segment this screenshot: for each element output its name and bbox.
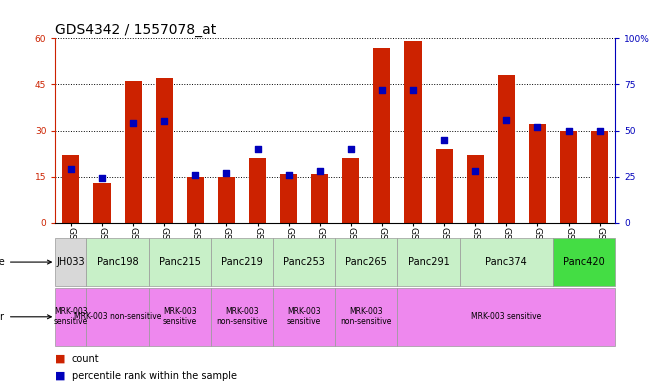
- Bar: [335, 238, 398, 286]
- Bar: [529, 124, 546, 223]
- Point: [377, 87, 387, 93]
- Bar: [156, 78, 173, 223]
- Text: Panc265: Panc265: [346, 257, 387, 267]
- Point: [594, 127, 605, 134]
- Text: Panc215: Panc215: [159, 257, 201, 267]
- Text: MRK-003
sensitive: MRK-003 sensitive: [287, 307, 322, 326]
- Text: MRK-003
sensitive: MRK-003 sensitive: [54, 307, 88, 326]
- Point: [470, 168, 480, 174]
- Text: Panc420: Panc420: [563, 257, 605, 267]
- Point: [221, 170, 232, 176]
- Point: [97, 175, 107, 182]
- Point: [501, 116, 512, 122]
- Bar: [273, 238, 335, 286]
- Text: JH033: JH033: [57, 257, 85, 267]
- Bar: [398, 238, 460, 286]
- Point: [190, 172, 201, 178]
- Bar: [87, 288, 148, 346]
- Bar: [124, 81, 142, 223]
- Bar: [187, 177, 204, 223]
- Text: Panc374: Panc374: [486, 257, 527, 267]
- Text: ■: ■: [55, 354, 66, 364]
- Text: MRK-003
non-sensitive: MRK-003 non-sensitive: [340, 307, 392, 326]
- Bar: [311, 174, 328, 223]
- Bar: [280, 174, 297, 223]
- Text: cell line: cell line: [0, 257, 51, 267]
- Bar: [553, 238, 615, 286]
- Point: [283, 172, 294, 178]
- Bar: [55, 238, 87, 286]
- Bar: [62, 155, 79, 223]
- Point: [563, 127, 574, 134]
- Bar: [374, 48, 391, 223]
- Text: Panc253: Panc253: [283, 257, 325, 267]
- Point: [253, 146, 263, 152]
- Bar: [148, 288, 211, 346]
- Bar: [211, 238, 273, 286]
- Text: MRK-003
sensitive: MRK-003 sensitive: [163, 307, 197, 326]
- Bar: [218, 177, 235, 223]
- Bar: [342, 158, 359, 223]
- Bar: [94, 183, 111, 223]
- Bar: [460, 238, 553, 286]
- Point: [314, 168, 325, 174]
- Text: GDS4342 / 1557078_at: GDS4342 / 1557078_at: [55, 23, 217, 37]
- Bar: [211, 288, 273, 346]
- Text: ■: ■: [55, 371, 66, 381]
- Text: Panc198: Panc198: [97, 257, 139, 267]
- Point: [66, 166, 76, 172]
- Bar: [87, 238, 148, 286]
- Text: MRK-003
non-sensitive: MRK-003 non-sensitive: [216, 307, 268, 326]
- Point: [533, 124, 543, 130]
- Bar: [467, 155, 484, 223]
- Bar: [560, 131, 577, 223]
- Text: Panc219: Panc219: [221, 257, 263, 267]
- Text: count: count: [72, 354, 99, 364]
- Bar: [436, 149, 452, 223]
- Point: [439, 137, 449, 143]
- Point: [346, 146, 356, 152]
- Text: MRK-003 non-sensitive: MRK-003 non-sensitive: [74, 312, 161, 321]
- Text: percentile rank within the sample: percentile rank within the sample: [72, 371, 236, 381]
- Bar: [335, 288, 398, 346]
- Bar: [249, 158, 266, 223]
- Bar: [404, 41, 422, 223]
- Text: MRK-003 sensitive: MRK-003 sensitive: [471, 312, 542, 321]
- Bar: [273, 288, 335, 346]
- Bar: [398, 288, 615, 346]
- Point: [408, 87, 418, 93]
- Bar: [55, 288, 87, 346]
- Point: [159, 118, 169, 124]
- Bar: [148, 238, 211, 286]
- Text: other: other: [0, 312, 51, 322]
- Bar: [591, 131, 608, 223]
- Text: Panc291: Panc291: [408, 257, 449, 267]
- Bar: [498, 75, 515, 223]
- Point: [128, 120, 138, 126]
